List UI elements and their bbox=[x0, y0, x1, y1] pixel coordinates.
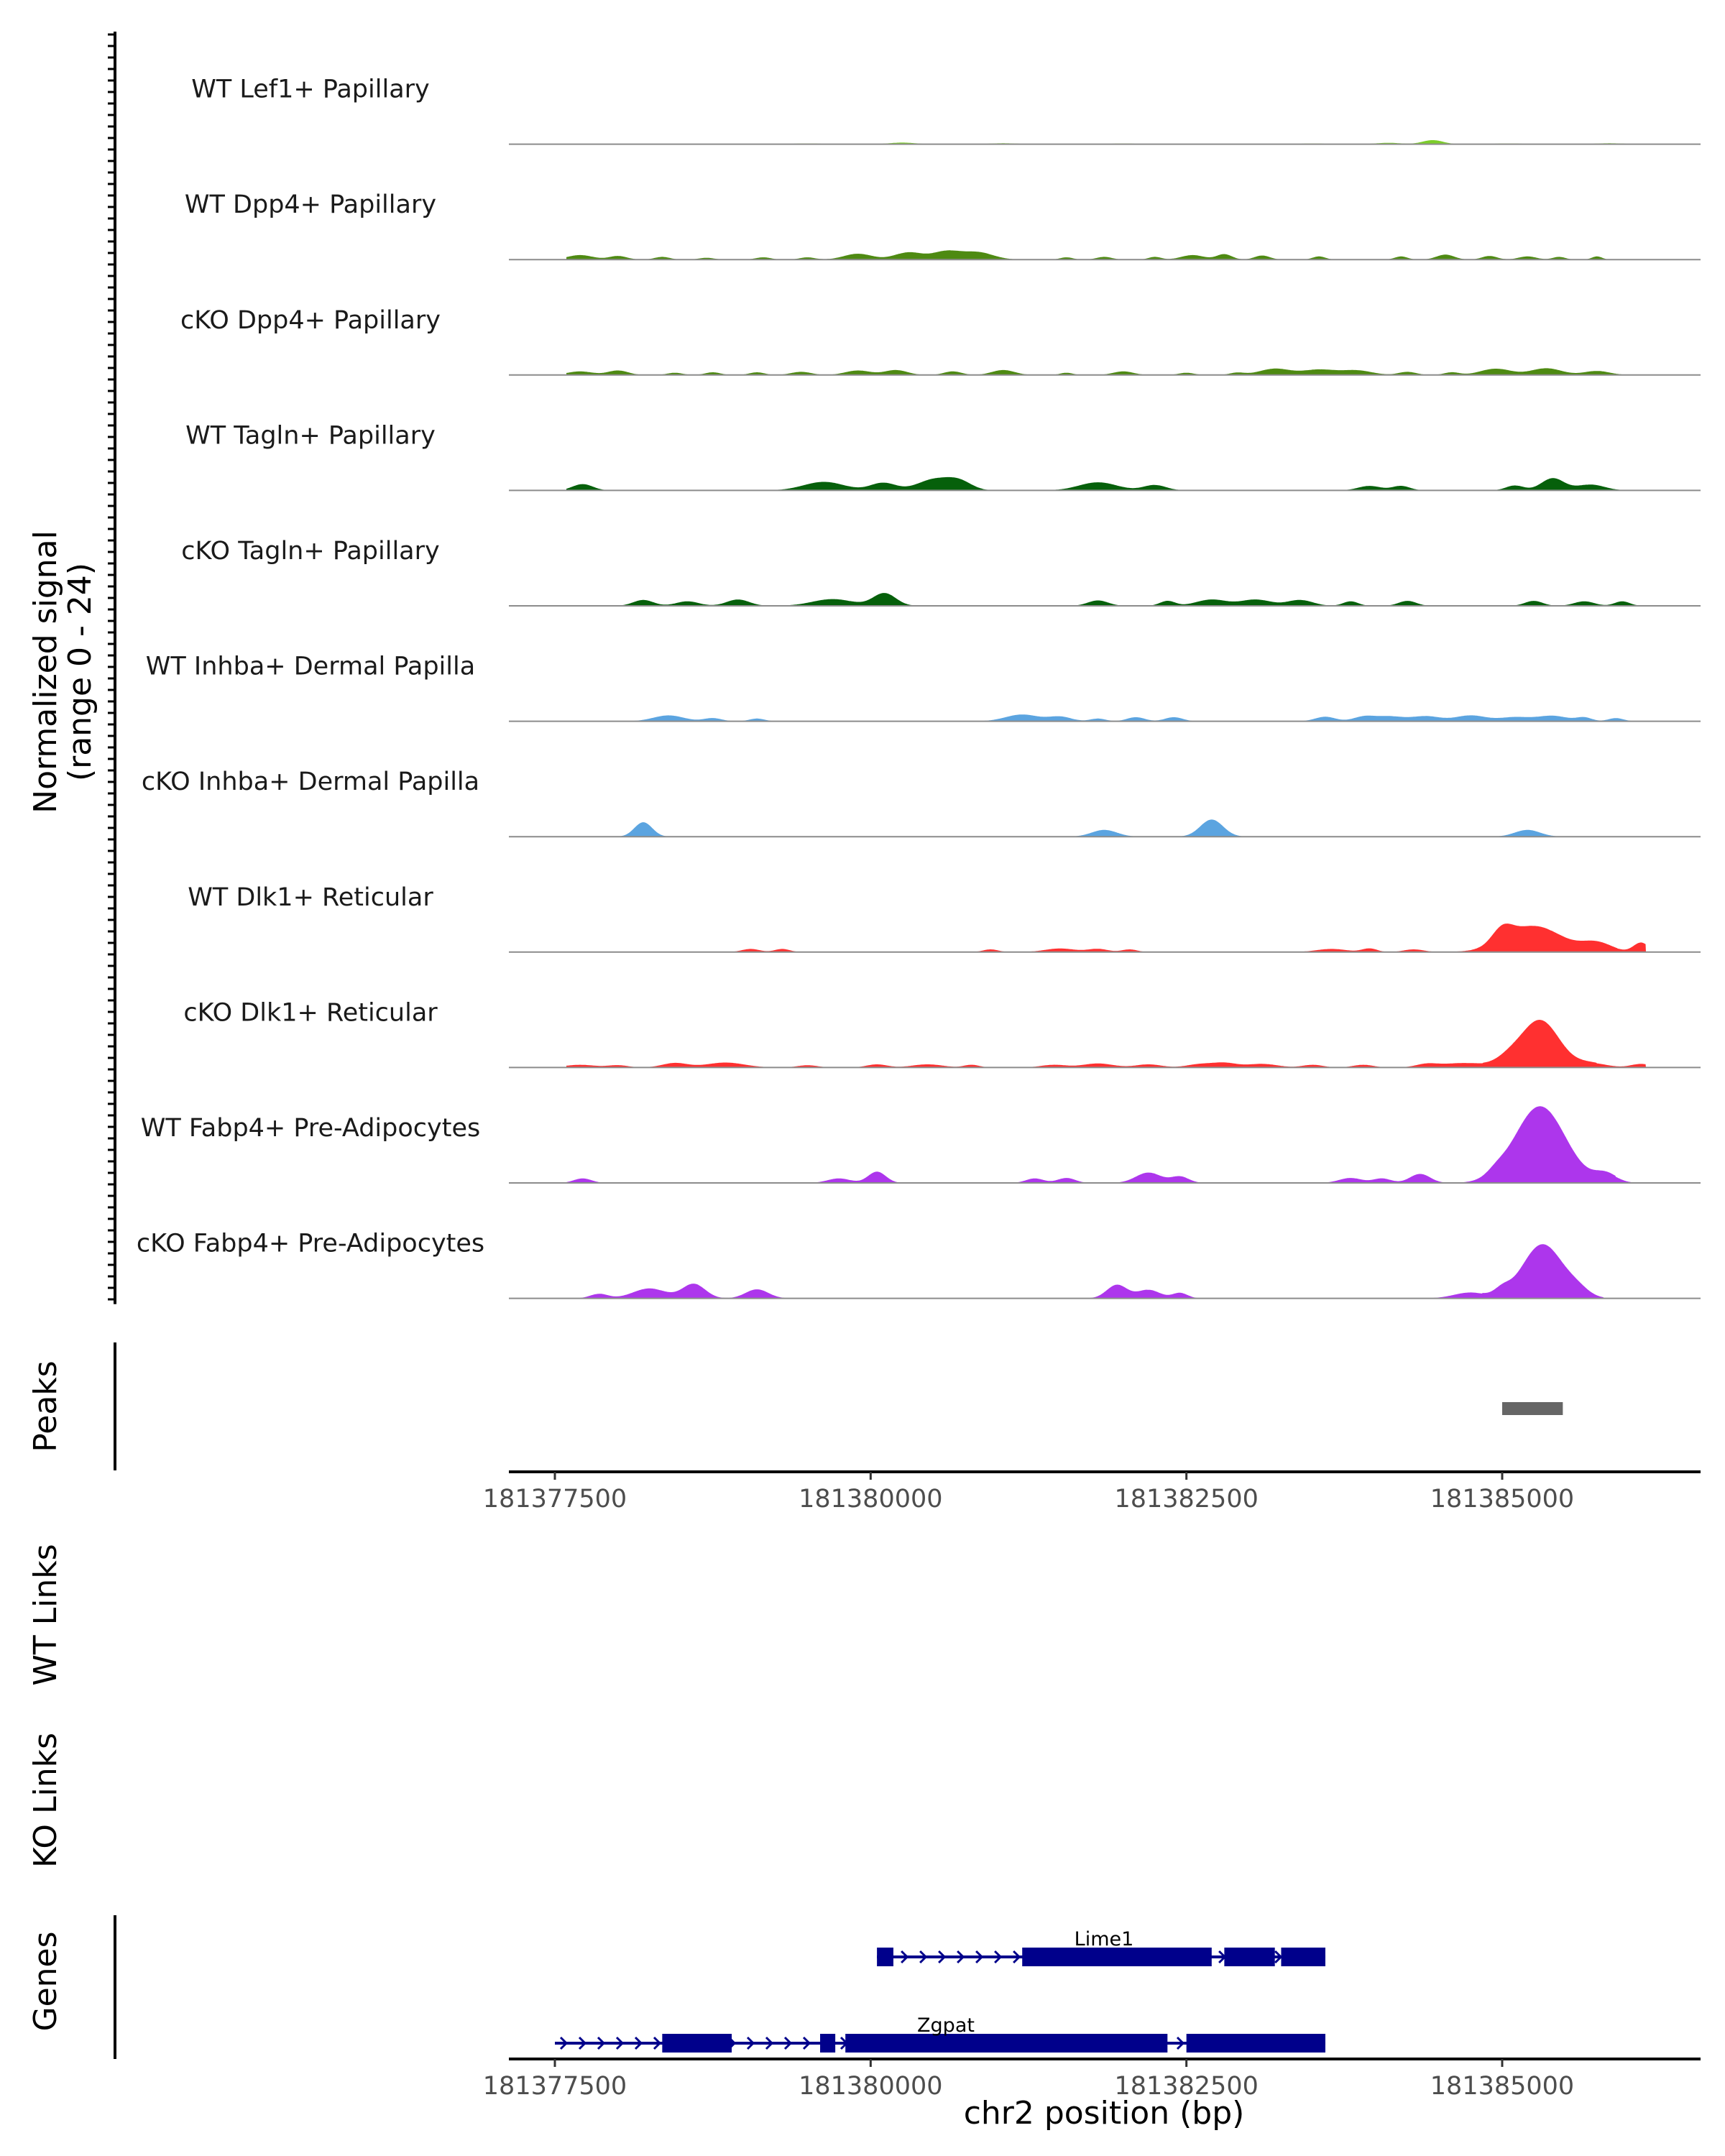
strand-arrow bbox=[559, 2036, 569, 2050]
strand-arrow bbox=[919, 1950, 928, 1964]
ko-links-track-label: KO Links bbox=[27, 1733, 64, 1868]
track-label: WT Dlk1+ Reticular bbox=[188, 883, 433, 912]
gene-exon bbox=[1281, 1948, 1325, 1966]
x-tick-label: 181385000 bbox=[1430, 1485, 1574, 1514]
coverage-track: cKO Dpp4+ Papillary bbox=[180, 306, 1701, 376]
gene-exon bbox=[1022, 1948, 1212, 1966]
strand-arrow bbox=[1013, 1950, 1021, 1964]
x-axis-label: chr2 position (bp) bbox=[964, 2095, 1245, 2132]
track-label: WT Inhba+ Dermal Papilla bbox=[146, 653, 475, 681]
y-axis-label: Normalized signal bbox=[27, 530, 64, 814]
signal-axis bbox=[108, 32, 116, 1304]
x-tick-label: 181380000 bbox=[799, 2072, 942, 2101]
coverage-track: cKO Dlk1+ Reticular bbox=[183, 998, 1701, 1069]
strand-arrow bbox=[901, 1950, 909, 1964]
gene-model: Lime1 bbox=[877, 1928, 1325, 1966]
coverage-area bbox=[566, 1244, 1646, 1299]
strand-arrow bbox=[975, 1950, 984, 1964]
x-tick-label: 181377500 bbox=[483, 2072, 627, 2101]
track-label: WT Dpp4+ Papillary bbox=[185, 190, 436, 219]
strand-arrow bbox=[1176, 2036, 1185, 2050]
coverage-track: cKO Inhba+ Dermal Papilla bbox=[142, 768, 1701, 838]
coverage-track: WT Tagln+ Papillary bbox=[185, 421, 1701, 492]
coverage-area bbox=[566, 250, 1646, 260]
strand-arrow bbox=[597, 2036, 606, 2050]
track-label: WT Tagln+ Papillary bbox=[185, 421, 436, 450]
coverage-area bbox=[566, 923, 1646, 952]
gene-exon bbox=[1186, 2034, 1325, 2053]
strand-arrow bbox=[746, 2036, 755, 2050]
track-label: WT Fabp4+ Pre-Adipocytes bbox=[141, 1114, 480, 1143]
strand-arrow bbox=[994, 1950, 1003, 1964]
peaks-track-label: Peaks bbox=[27, 1360, 64, 1452]
x-tick-label: 181382500 bbox=[1114, 2072, 1258, 2101]
coverage-area bbox=[566, 1020, 1646, 1068]
coverage-track: WT Lef1+ Papillary bbox=[191, 75, 1701, 145]
x-tick-label: 181377500 bbox=[483, 1485, 627, 1514]
strand-arrow bbox=[615, 2036, 625, 2050]
gene-exon bbox=[877, 1948, 893, 1966]
strand-arrow bbox=[634, 2036, 643, 2050]
coverage-track: cKO Fabp4+ Pre-Adipocytes bbox=[137, 1230, 1701, 1299]
strand-arrow bbox=[957, 1950, 965, 1964]
gene-exon bbox=[845, 2034, 1168, 2053]
coverage-area bbox=[566, 368, 1646, 375]
strand-arrow bbox=[765, 2036, 774, 2050]
coverage-track: WT Dpp4+ Papillary bbox=[185, 190, 1701, 261]
y-axis-range-label: (range 0 - 24) bbox=[62, 563, 98, 781]
coverage-area bbox=[566, 714, 1646, 722]
gene-exon bbox=[820, 2034, 836, 2053]
gene-exon bbox=[1224, 1948, 1275, 1966]
track-label: cKO Inhba+ Dermal Papilla bbox=[142, 768, 479, 796]
peak-region bbox=[1502, 1402, 1563, 1415]
coverage-track: WT Dlk1+ Reticular bbox=[188, 883, 1701, 953]
coverage-area bbox=[566, 476, 1646, 491]
coverage-area bbox=[566, 593, 1646, 606]
coverage-area bbox=[566, 1106, 1646, 1183]
strand-arrow bbox=[578, 2036, 587, 2050]
genes-track-label: Genes bbox=[27, 1931, 64, 2031]
coverage-area bbox=[566, 140, 1646, 144]
gene-model: Zgpat bbox=[555, 2014, 1325, 2053]
x-tick-label: 181385000 bbox=[1430, 2072, 1574, 2101]
strand-arrow bbox=[653, 2036, 662, 2050]
track-label: cKO Tagln+ Papillary bbox=[181, 537, 440, 566]
strand-arrow bbox=[938, 1950, 947, 1964]
strand-arrow bbox=[783, 2036, 793, 2050]
peaks-track bbox=[114, 1342, 1563, 1470]
x-axis-top: 181377500 181380000 181382500 181385000 bbox=[483, 1470, 1701, 1514]
track-label: cKO Dlk1+ Reticular bbox=[183, 998, 438, 1027]
x-tick-label: 181380000 bbox=[799, 1485, 942, 1514]
wt-links-track-label: WT Links bbox=[27, 1544, 64, 1685]
coverage-area bbox=[566, 819, 1646, 837]
x-axis-bottom: 181377500 181380000 181382500 181385000 bbox=[483, 2058, 1701, 2101]
x-tick-label: 181382500 bbox=[1114, 1485, 1258, 1514]
track-label: cKO Fabp4+ Pre-Adipocytes bbox=[137, 1230, 484, 1258]
strand-arrow bbox=[1274, 1950, 1283, 1964]
genes-track: Lime1 Zgpat bbox=[114, 1915, 1325, 2059]
coverage-tracks: WT Lef1+ Papillary WT Dpp4+ Papillary cKO … bbox=[137, 75, 1701, 1299]
coverage-track: WT Fabp4+ Pre-Adipocytes bbox=[141, 1106, 1701, 1184]
track-label: cKO Dpp4+ Papillary bbox=[180, 306, 441, 335]
coverage-track: WT Inhba+ Dermal Papilla bbox=[146, 653, 1701, 722]
strand-arrow bbox=[802, 2036, 811, 2050]
coverage-track: cKO Tagln+ Papillary bbox=[181, 537, 1701, 607]
gene-exon bbox=[662, 2034, 732, 2053]
gene-name-label: Zgpat bbox=[917, 2014, 975, 2037]
track-label: WT Lef1+ Papillary bbox=[191, 75, 430, 104]
gene-name-label: Lime1 bbox=[1075, 1928, 1134, 1950]
